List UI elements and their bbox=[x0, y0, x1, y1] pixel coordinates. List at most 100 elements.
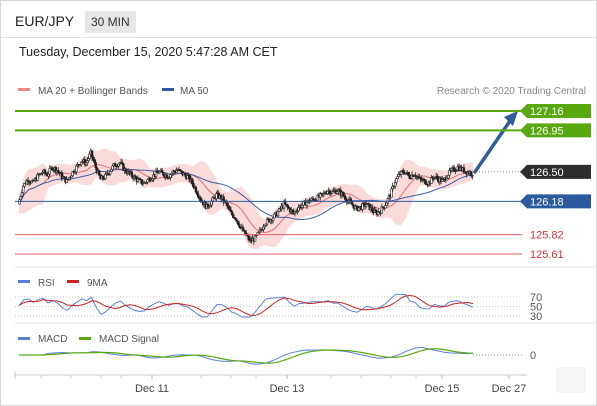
candle bbox=[364, 201, 368, 209]
candle bbox=[23, 182, 26, 189]
legend-swatch-ma50 bbox=[162, 88, 174, 91]
candle bbox=[98, 169, 101, 177]
candle-down bbox=[374, 209, 378, 213]
candle bbox=[222, 193, 225, 206]
candle bbox=[146, 179, 149, 185]
candle-down bbox=[462, 167, 466, 173]
legend-swatch-rsi-ma bbox=[67, 280, 79, 283]
candle-up bbox=[169, 174, 172, 178]
candle bbox=[297, 204, 300, 213]
candle-up bbox=[276, 211, 280, 217]
candle bbox=[395, 177, 398, 186]
level-label: 125.82 bbox=[530, 230, 564, 242]
candle-up bbox=[302, 201, 305, 206]
level-label: 126.18 bbox=[530, 196, 564, 208]
candle bbox=[469, 170, 473, 179]
legend-rsi-ma: 9MA bbox=[87, 278, 108, 289]
candle-up bbox=[395, 178, 398, 183]
candle-down bbox=[178, 169, 182, 171]
candle-up bbox=[393, 182, 397, 187]
candle bbox=[430, 174, 433, 184]
level-target: 126.95 bbox=[15, 123, 591, 138]
candle-up bbox=[108, 171, 112, 175]
price-plot bbox=[18, 111, 518, 250]
macd-plot: 0 bbox=[19, 346, 536, 365]
candle bbox=[265, 216, 269, 226]
candle-up bbox=[154, 170, 158, 177]
candle-up bbox=[300, 204, 304, 208]
candle bbox=[69, 175, 72, 181]
candle-up bbox=[361, 203, 364, 210]
candle-up bbox=[69, 176, 72, 179]
candle-up bbox=[20, 192, 24, 197]
candle-down bbox=[162, 171, 165, 176]
candle-up bbox=[23, 182, 26, 187]
candle-down bbox=[230, 211, 234, 216]
timeframe-button[interactable]: 30 MIN bbox=[85, 11, 136, 33]
candle-up bbox=[30, 180, 33, 184]
candle-down bbox=[165, 174, 169, 179]
candle-up bbox=[141, 183, 144, 185]
symbol-label: EUR/JPY bbox=[15, 13, 75, 29]
level-tag bbox=[520, 104, 591, 118]
candle bbox=[235, 219, 239, 224]
candle-up bbox=[207, 205, 211, 208]
candle-up bbox=[386, 198, 390, 204]
timestamp: Tuesday, December 15, 2020 5:47:28 AM CE… bbox=[19, 45, 278, 59]
candle-up bbox=[111, 165, 114, 170]
tc-logo-button[interactable] bbox=[556, 367, 586, 393]
candle bbox=[276, 209, 280, 218]
candle-down bbox=[469, 171, 473, 176]
candle bbox=[94, 159, 97, 171]
candle-up bbox=[390, 188, 393, 198]
candle-up bbox=[297, 207, 300, 212]
legend-ma20: MA 20 + Bollinger Bands bbox=[38, 86, 148, 97]
candle bbox=[194, 185, 198, 194]
candle-down bbox=[232, 214, 235, 218]
candle bbox=[253, 234, 257, 242]
candle-down bbox=[113, 163, 117, 167]
candle-up bbox=[273, 213, 276, 219]
level-pivot: 126.18 bbox=[15, 194, 591, 209]
candle-down bbox=[328, 190, 332, 195]
candle-down bbox=[370, 206, 374, 212]
rsi-tick-label: 70 bbox=[530, 292, 542, 304]
candle-down bbox=[101, 175, 105, 179]
candle-down bbox=[98, 170, 101, 176]
chart-header: EUR/JPY 30 MIN bbox=[1, 1, 596, 38]
candle-up bbox=[146, 179, 149, 183]
legend-swatch-rsi bbox=[18, 280, 30, 283]
candle bbox=[108, 169, 112, 176]
candle-down bbox=[407, 172, 410, 176]
legend-swatch-macd bbox=[18, 337, 30, 340]
candle-up bbox=[262, 226, 265, 230]
candle-up bbox=[430, 177, 433, 184]
candle-down bbox=[94, 162, 97, 168]
candle-down bbox=[90, 150, 94, 158]
candle-up bbox=[396, 176, 399, 179]
candle bbox=[471, 175, 474, 180]
forecast-arrow bbox=[473, 111, 518, 174]
candle-up bbox=[271, 217, 275, 222]
legend-swatch-macd-signal bbox=[79, 337, 91, 340]
candle bbox=[165, 173, 169, 179]
candle-down bbox=[124, 168, 128, 173]
candle-down bbox=[195, 191, 199, 195]
x-axis: Dec 11 Dec 13 Dec 15 Dec 27 bbox=[40, 375, 526, 395]
macd-line bbox=[19, 346, 474, 365]
candle bbox=[234, 217, 237, 222]
level-support: 125.61 bbox=[15, 249, 564, 261]
candle bbox=[111, 164, 114, 172]
candle bbox=[160, 167, 164, 173]
rsi-ma-line bbox=[18, 294, 474, 316]
candle bbox=[381, 206, 385, 210]
candle-up bbox=[87, 158, 90, 161]
candle-up bbox=[65, 178, 68, 183]
x-tick-label: Dec 11 bbox=[135, 383, 169, 395]
candle-down bbox=[471, 175, 474, 177]
level-tag bbox=[520, 164, 591, 179]
candle-down bbox=[194, 186, 198, 193]
candle-up bbox=[19, 196, 23, 200]
candle-up bbox=[158, 171, 161, 174]
